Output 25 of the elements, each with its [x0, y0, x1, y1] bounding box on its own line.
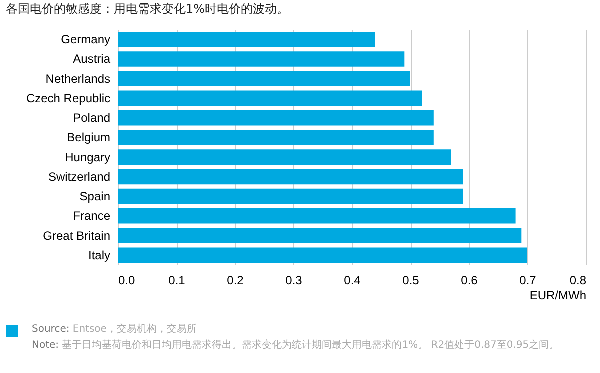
x-tick-label: 0.3	[286, 274, 303, 288]
y-tick-label: Spain	[80, 190, 110, 204]
x-tick-label: 0.1	[168, 274, 186, 288]
y-tick-label: France	[73, 209, 111, 224]
y-tick-label: Great Britain	[43, 228, 110, 243]
x-tick-label: 0.4	[344, 274, 362, 288]
x-tick-label: 0.5	[402, 274, 420, 288]
y-tick-label: Switzerland	[48, 170, 110, 184]
y-tick-label: Czech Republic	[26, 91, 110, 106]
y-tick-label: Germany	[61, 32, 110, 47]
source-note: Source: Entsoe，交易机构，交易所	[31, 322, 198, 337]
x-axis-title: EUR/MWh	[530, 288, 586, 302]
x-tick-label: 0.2	[227, 274, 244, 288]
text: Note: 基于日均基荷电价和日均用电需求得出。需求变化为统计期间最大用电需求的1%。 R2值处于0.87至0.95之间。	[31, 338, 560, 353]
y-tick-label: Netherlands	[46, 72, 110, 86]
y-tick-label: Belgium	[67, 130, 110, 145]
y-tick-label: Austria	[73, 52, 111, 66]
x-tick-label: 0.8	[570, 274, 587, 288]
x-tick-label: 0.7	[520, 274, 537, 288]
x-tick-label: 0.0	[118, 274, 136, 288]
x-tick-label: 0.6	[461, 274, 478, 288]
y-tick-label: Italy	[88, 248, 110, 262]
chart-title: 各国电价的敏感度：用电需求变化1%时电价的波动。	[6, 2, 290, 16]
y-tick-label: Poland	[73, 111, 110, 126]
y-tick-label: Hungary	[65, 150, 110, 164]
